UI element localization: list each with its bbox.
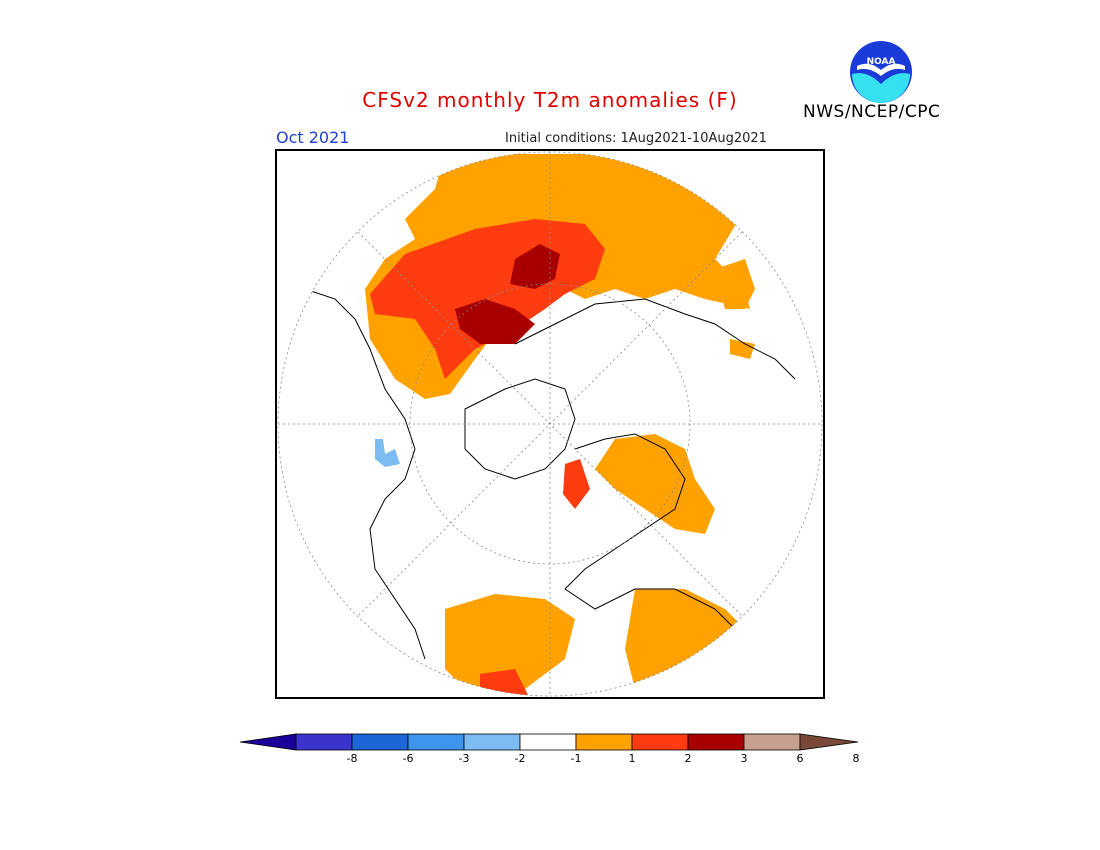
colorbar-cell bbox=[295, 733, 353, 751]
colorbar-arrow-low bbox=[239, 733, 297, 751]
coastline-asia bbox=[564, 588, 736, 630]
colorbar-tick-label: 8 bbox=[852, 752, 860, 765]
organization-label: NWS/NCEP/CPC bbox=[803, 102, 941, 122]
anomaly-region-alaska bbox=[715, 259, 755, 359]
coastline-greenland bbox=[464, 378, 576, 480]
colorbar bbox=[239, 733, 859, 751]
coastline-north-america bbox=[304, 288, 426, 660]
colorbar-cell bbox=[575, 733, 633, 751]
coastline-siberia bbox=[514, 298, 796, 380]
initial-conditions: Initial conditions: 1Aug2021-10Aug2021 bbox=[505, 131, 767, 146]
anomaly-region-scandinavia bbox=[563, 459, 590, 509]
colorbar-tick-label: 2 bbox=[684, 752, 692, 765]
colorbar-tick-label: 6 bbox=[796, 752, 804, 765]
noaa-logo-icon: NOAA bbox=[850, 41, 912, 103]
colorbar-tick-label: -3 bbox=[458, 752, 470, 765]
colorbar-tick-label: 1 bbox=[628, 752, 636, 765]
colorbar-cell bbox=[407, 733, 465, 751]
colorbar-cell bbox=[351, 733, 409, 751]
colorbar-cell bbox=[519, 733, 577, 751]
forecast-month: Oct 2021 bbox=[276, 128, 350, 147]
map-title: CFSv2 monthly T2m anomalies (F) bbox=[362, 88, 738, 112]
anomaly-region-europe bbox=[595, 434, 715, 534]
colorbar-arrow-high bbox=[799, 733, 859, 751]
anomaly-region-middle-east bbox=[445, 594, 575, 696]
coastline-europe bbox=[564, 433, 686, 590]
colorbar-cell bbox=[463, 733, 521, 751]
polar-map bbox=[275, 149, 825, 699]
colorbar-cell bbox=[743, 733, 801, 751]
colorbar-tick-label: -8 bbox=[346, 752, 358, 765]
colorbar-tick-label: -6 bbox=[402, 752, 414, 765]
svg-text:NOAA: NOAA bbox=[867, 57, 896, 67]
colorbar-tick-label: -2 bbox=[514, 752, 526, 765]
anomaly-region-greenland-cool bbox=[375, 439, 400, 467]
anomaly-region-siberia-max bbox=[455, 244, 560, 344]
colorbar-tick-label: 3 bbox=[740, 752, 748, 765]
colorbar-tick-label: -1 bbox=[570, 752, 582, 765]
colorbar-cell bbox=[631, 733, 689, 751]
colorbar-cell bbox=[687, 733, 745, 751]
